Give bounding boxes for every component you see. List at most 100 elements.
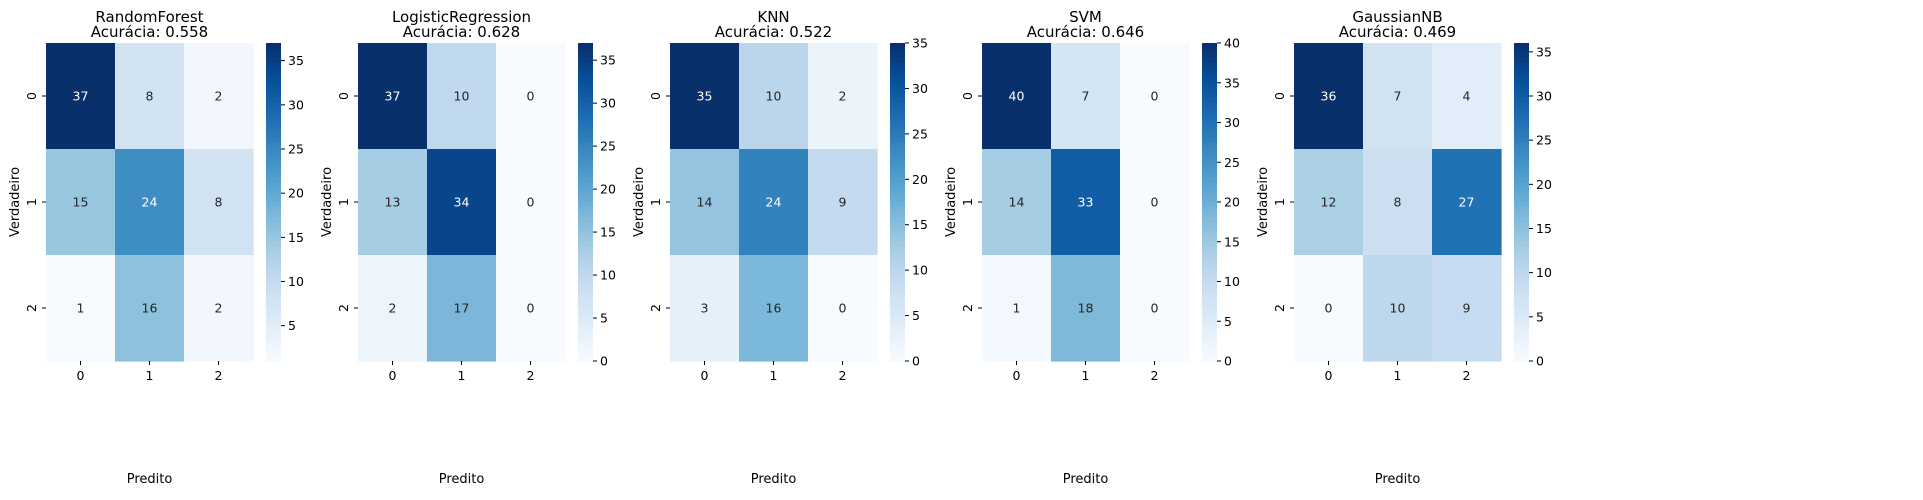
colorbar-segment [890,331,905,337]
colorbar-segment [1202,266,1217,273]
cell-value-label: 34 [454,195,470,210]
colorbar-segment [266,52,281,59]
cell-value-label: 36 [1321,89,1337,104]
colorbar-segment [1202,291,1217,298]
heatmap-cell [808,43,878,150]
colorbar-segment [1202,67,1217,74]
colorbar-tick-label: 15 [1224,234,1240,249]
colorbar-segment [266,172,281,178]
colorbar-segment [1202,43,1217,49]
colorbar-tick-label: 10 [912,263,928,278]
colorbar-segment [266,162,281,168]
colorbar-segment [266,236,281,243]
colorbar-segment [1514,77,1529,84]
y-tick-label: 0 [960,92,975,100]
colorbar-tick-label: 25 [288,142,304,157]
colorbar-segment [266,301,281,307]
colorbar-segment [890,127,905,134]
y-tick-label: 0 [336,92,351,100]
colorbar-segment [1202,192,1217,198]
heatmap-cell [496,255,566,362]
colorbar-segment [266,187,281,193]
x-tick-label: 0 [1325,368,1333,383]
colorbar-segment [1514,346,1529,352]
x-tick-label: 1 [1394,368,1402,383]
colorbar-segment [1514,336,1529,342]
y-axis-label: Verdadeiro [320,167,335,237]
colorbar-segment [1514,286,1529,293]
colorbar-segment [578,77,593,84]
panel-subtitle: Acurácia: 0.558 [91,23,208,41]
y-tick-label: 0 [648,92,663,100]
colorbar-segment [890,221,905,228]
colorbar-segment [1514,92,1529,99]
colorbar-tick-label: 0 [912,354,920,369]
colorbar-segment [578,117,593,124]
colorbar-segment [890,216,905,223]
heatmap-cell [46,149,116,256]
colorbar-segment [890,197,905,203]
colorbar-segment [1202,172,1217,178]
colorbar-segment [890,226,905,233]
heatmap-cell [427,43,497,150]
cell-value-label: 3 [701,301,709,316]
colorbar-segment [578,276,593,283]
colorbar-segment [1202,167,1217,173]
colorbar-segment [1514,122,1529,129]
colorbar-segment [890,351,905,357]
x-tick-label: 0 [701,368,709,383]
colorbar-tick-label: 35 [1224,75,1240,90]
colorbar-segment [266,351,281,357]
x-tick-label: 0 [389,368,397,383]
colorbar-tick-label: 40 [1224,36,1240,51]
heatmap-cell [184,43,254,150]
heatmap-cell [115,149,185,256]
colorbar-segment [1202,122,1217,129]
colorbar-tick-label: 0 [1224,354,1232,369]
colorbar-segment [578,147,593,153]
x-axis-label: Predito [751,472,797,487]
heatmap-cell [496,43,566,150]
heatmap-cell [982,43,1052,150]
colorbar-segment [890,291,905,298]
x-tick-label: 2 [1151,368,1159,383]
cell-value-label: 0 [1151,89,1159,104]
cell-value-label: 1 [1013,301,1021,316]
colorbar-segment [890,43,905,49]
colorbar-segment [266,152,281,158]
colorbar-segment [578,52,593,59]
colorbar-segment [578,236,593,243]
colorbar-tick-label: 25 [600,139,616,154]
colorbar-segment [1514,236,1529,243]
colorbar-segment [1514,62,1529,69]
heatmap-cell [115,43,185,150]
colorbar-segment [1202,211,1217,218]
colorbar-segment [1202,87,1217,94]
heatmap-cell [1432,149,1502,256]
colorbar-segment [1202,62,1217,69]
colorbar-segment [266,157,281,163]
colorbar-segment [1514,281,1529,288]
colorbar-segment [578,251,593,258]
cell-value-label: 24 [142,195,158,210]
colorbar-segment [1514,316,1529,322]
colorbar-segment [1202,336,1217,342]
colorbar-segment [890,112,905,119]
cell-value-label: 0 [1151,301,1159,316]
colorbar-segment [1202,281,1217,288]
colorbar-segment [578,356,593,362]
colorbar-tick-label: 10 [1536,265,1552,280]
colorbar-segment [1514,107,1529,114]
colorbar-segment [890,306,905,312]
cell-value-label: 7 [1082,89,1090,104]
colorbar-segment [1202,316,1217,322]
colorbar-segment [1202,286,1217,293]
colorbar-segment [890,341,905,347]
heatmap-cell [427,255,497,362]
cell-value-label: 27 [1459,195,1475,210]
heatmap-cell [184,255,254,362]
colorbar-segment [1202,321,1217,327]
colorbar-segment [578,341,593,347]
